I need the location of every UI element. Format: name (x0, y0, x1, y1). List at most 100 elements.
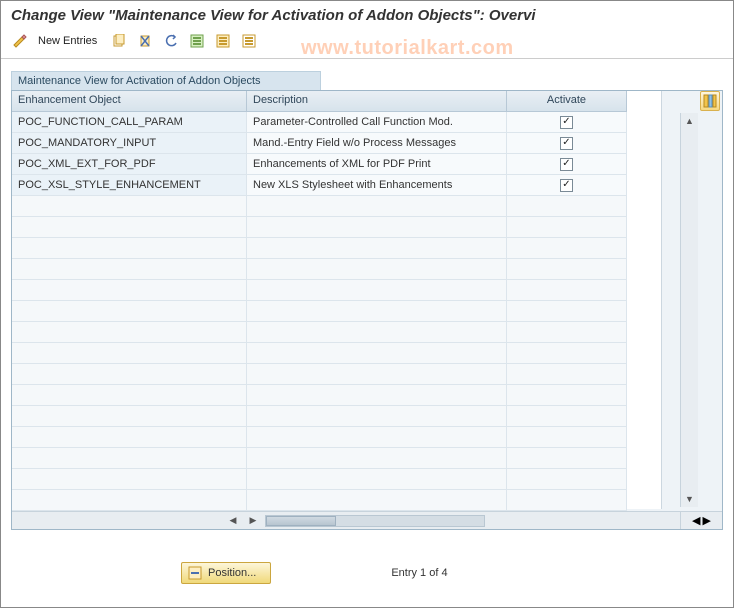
cell-activate[interactable] (507, 259, 627, 280)
cell-description[interactable] (247, 196, 507, 217)
cell-activate[interactable] (507, 385, 627, 406)
cell-activate[interactable] (507, 364, 627, 385)
scrollbar-thumb[interactable] (266, 516, 336, 526)
table-row[interactable] (12, 322, 661, 343)
cell-activate[interactable] (507, 301, 627, 322)
cell-enhancement-object[interactable] (12, 469, 247, 490)
undo-change-icon[interactable] (160, 30, 182, 52)
table-row[interactable] (12, 448, 661, 469)
horizontal-scrollbar[interactable]: ◀ ▶ (12, 511, 698, 529)
activate-checkbox[interactable] (560, 116, 573, 129)
activate-checkbox[interactable] (560, 158, 573, 171)
cell-enhancement-object[interactable] (12, 196, 247, 217)
table-row[interactable] (12, 385, 661, 406)
cell-description[interactable]: Enhancements of XML for PDF Print (247, 154, 507, 175)
cell-description[interactable] (247, 490, 507, 511)
cell-enhancement-object[interactable] (12, 427, 247, 448)
cell-enhancement-object[interactable] (12, 448, 247, 469)
cell-description[interactable] (247, 217, 507, 238)
cell-description[interactable]: Mand.-Entry Field w/o Process Messages (247, 133, 507, 154)
delete-icon[interactable] (134, 30, 156, 52)
table-row[interactable]: POC_XSL_STYLE_ENHANCEMENTNew XLS Stylesh… (12, 175, 661, 196)
cell-enhancement-object[interactable]: POC_XML_EXT_FOR_PDF (12, 154, 247, 175)
cell-activate[interactable] (507, 448, 627, 469)
deselect-all-icon[interactable] (238, 30, 260, 52)
table-row[interactable] (12, 427, 661, 448)
cell-activate[interactable] (507, 490, 627, 511)
new-entries-button[interactable]: New Entries (35, 30, 104, 52)
table-row[interactable]: POC_XML_EXT_FOR_PDFEnhancements of XML f… (12, 154, 661, 175)
select-block-icon[interactable] (212, 30, 234, 52)
cell-description[interactable] (247, 301, 507, 322)
cell-activate[interactable] (507, 133, 627, 154)
col-header-activate[interactable]: Activate (507, 91, 627, 112)
cell-enhancement-object[interactable] (12, 259, 247, 280)
cell-enhancement-object[interactable] (12, 406, 247, 427)
cell-enhancement-object[interactable] (12, 301, 247, 322)
activate-checkbox[interactable] (560, 179, 573, 192)
cell-description[interactable]: Parameter-Controlled Call Function Mod. (247, 112, 507, 133)
cell-description[interactable] (247, 238, 507, 259)
table-row[interactable] (12, 469, 661, 490)
cell-activate[interactable] (507, 343, 627, 364)
table-row[interactable] (12, 301, 661, 322)
cell-description[interactable] (247, 280, 507, 301)
horizontal-scrollbar-outer[interactable]: ◀ ▶ (680, 511, 722, 529)
cell-enhancement-object[interactable] (12, 364, 247, 385)
cell-activate[interactable] (507, 112, 627, 133)
table-row[interactable] (12, 364, 661, 385)
cell-description[interactable]: New XLS Stylesheet with Enhancements (247, 175, 507, 196)
cell-activate[interactable] (507, 154, 627, 175)
cell-description[interactable] (247, 469, 507, 490)
cell-enhancement-object[interactable] (12, 343, 247, 364)
cell-activate[interactable] (507, 406, 627, 427)
activate-checkbox[interactable] (560, 137, 573, 150)
copy-as-icon[interactable] (108, 30, 130, 52)
select-all-icon[interactable] (186, 30, 208, 52)
cell-description[interactable] (247, 259, 507, 280)
table-row[interactable] (12, 259, 661, 280)
table-row[interactable] (12, 406, 661, 427)
cell-activate[interactable] (507, 322, 627, 343)
cell-activate[interactable] (507, 238, 627, 259)
toggle-display-change-icon[interactable] (9, 30, 31, 52)
position-button[interactable]: Position... (181, 562, 271, 584)
scrollbar-track[interactable] (265, 515, 485, 527)
cell-enhancement-object[interactable]: POC_MANDATORY_INPUT (12, 133, 247, 154)
cell-description[interactable] (247, 364, 507, 385)
cell-activate[interactable] (507, 217, 627, 238)
cell-description[interactable] (247, 385, 507, 406)
table-row[interactable] (12, 490, 661, 511)
cell-description[interactable] (247, 343, 507, 364)
cell-enhancement-object[interactable] (12, 385, 247, 406)
table-row[interactable] (12, 343, 661, 364)
col-header-description[interactable]: Description (247, 91, 507, 112)
vertical-scrollbar[interactable]: ▲ ▼ (680, 113, 698, 507)
table-row[interactable] (12, 196, 661, 217)
cell-activate[interactable] (507, 175, 627, 196)
cell-activate[interactable] (507, 427, 627, 448)
scroll-left-icon[interactable]: ◀ (225, 513, 241, 529)
cell-enhancement-object[interactable] (12, 217, 247, 238)
scroll-down-icon[interactable]: ▼ (682, 491, 698, 507)
table-row[interactable] (12, 280, 661, 301)
cell-activate[interactable] (507, 469, 627, 490)
table-settings-icon[interactable] (700, 91, 720, 111)
table-row[interactable]: POC_MANDATORY_INPUTMand.-Entry Field w/o… (12, 133, 661, 154)
scroll-right-outer-icon[interactable]: ▶ (703, 514, 711, 527)
table-row[interactable] (12, 217, 661, 238)
table-row[interactable] (12, 238, 661, 259)
cell-enhancement-object[interactable] (12, 280, 247, 301)
col-header-enhancement-object[interactable]: Enhancement Object (12, 91, 247, 112)
table-row[interactable]: POC_FUNCTION_CALL_PARAMParameter-Control… (12, 112, 661, 133)
cell-enhancement-object[interactable]: POC_XSL_STYLE_ENHANCEMENT (12, 175, 247, 196)
cell-activate[interactable] (507, 196, 627, 217)
cell-description[interactable] (247, 427, 507, 448)
scroll-left-outer-icon[interactable]: ◀ (692, 514, 700, 527)
cell-description[interactable] (247, 448, 507, 469)
cell-activate[interactable] (507, 280, 627, 301)
cell-enhancement-object[interactable] (12, 490, 247, 511)
cell-enhancement-object[interactable] (12, 238, 247, 259)
cell-enhancement-object[interactable] (12, 322, 247, 343)
cell-enhancement-object[interactable]: POC_FUNCTION_CALL_PARAM (12, 112, 247, 133)
